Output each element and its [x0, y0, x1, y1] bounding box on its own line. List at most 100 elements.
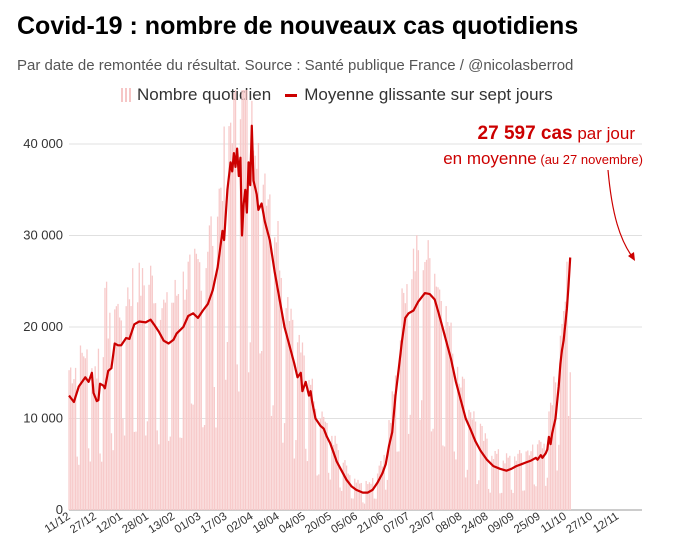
daily-bar	[79, 345, 82, 510]
daily-bar	[388, 420, 390, 510]
daily-bar	[375, 498, 377, 510]
daily-bar	[171, 302, 173, 510]
daily-bar	[342, 462, 344, 510]
annotation-line2: en moyenne (au 27 novembre)	[443, 149, 643, 168]
daily-bar	[354, 478, 356, 510]
daily-bar	[272, 405, 274, 510]
daily-bar	[207, 251, 209, 511]
daily-bar	[372, 477, 374, 510]
daily-bar	[261, 351, 263, 510]
x-tick-label: 23/07	[408, 510, 439, 536]
x-tick-label: 24/08	[460, 510, 491, 536]
daily-bar	[166, 292, 168, 510]
daily-bar	[76, 456, 78, 510]
daily-bar	[517, 453, 519, 510]
daily-bar	[282, 442, 284, 510]
chart-title: Covid-19 : nombre de nouveaux cas quotid…	[17, 12, 579, 40]
x-tick-label: 04/05	[277, 510, 308, 536]
daily-bar	[336, 443, 338, 510]
daily-bar	[105, 281, 108, 510]
daily-bar	[385, 489, 387, 510]
daily-bar	[450, 322, 452, 510]
daily-bar	[296, 342, 299, 510]
daily-bar	[411, 279, 413, 510]
daily-bar	[70, 367, 72, 510]
daily-bar	[327, 472, 330, 510]
daily-bar	[135, 431, 137, 510]
daily-bar	[249, 342, 251, 510]
daily-bar	[407, 433, 410, 510]
daily-bar	[391, 391, 393, 510]
daily-bar	[456, 366, 459, 510]
x-tick-label: 18/04	[251, 510, 282, 536]
daily-bar	[468, 409, 470, 510]
daily-bar	[89, 461, 91, 510]
daily-bar	[466, 469, 469, 510]
daily-bar	[494, 450, 496, 510]
daily-bar	[292, 319, 294, 510]
daily-bar	[228, 126, 230, 510]
daily-bar	[460, 387, 462, 510]
daily-bar	[435, 286, 438, 510]
daily-bar	[293, 458, 295, 510]
daily-bar	[305, 448, 307, 510]
daily-bar	[357, 479, 359, 510]
daily-bar	[543, 443, 545, 510]
daily-bar	[350, 498, 353, 510]
daily-bar	[358, 483, 361, 510]
daily-bar	[91, 368, 93, 510]
legend-bars-swatch	[121, 88, 131, 102]
daily-bar	[221, 201, 224, 510]
daily-bar	[536, 444, 539, 510]
daily-bar	[479, 423, 482, 510]
daily-bar	[473, 411, 475, 510]
daily-bar	[469, 412, 472, 510]
daily-bar	[92, 384, 95, 510]
daily-bar	[127, 287, 129, 510]
x-tick-label: 12/01	[94, 510, 125, 536]
daily-bar	[419, 419, 421, 510]
daily-bar	[122, 418, 124, 510]
daily-bar	[504, 463, 506, 510]
daily-bar	[486, 438, 488, 510]
grid-layer	[69, 143, 642, 511]
daily-bar	[288, 321, 291, 510]
daily-bar	[347, 473, 349, 510]
daily-bar	[355, 482, 358, 510]
x-tick-label: 12/11	[591, 510, 621, 535]
moving-average-layer	[68, 124, 572, 494]
daily-bar	[341, 490, 343, 510]
daily-bar	[241, 90, 243, 510]
daily-bar	[161, 308, 163, 510]
daily-bar	[169, 436, 171, 510]
daily-bar	[87, 448, 90, 510]
daily-bar	[549, 402, 552, 510]
daily-bar	[430, 431, 433, 510]
daily-bar	[553, 376, 555, 510]
daily-bar	[133, 431, 135, 510]
daily-bar	[455, 459, 457, 510]
daily-bar	[463, 378, 465, 510]
x-tick-label: 28/01	[120, 510, 151, 536]
daily-bar	[509, 455, 511, 510]
daily-bar	[109, 312, 111, 510]
daily-bar	[512, 492, 514, 510]
daily-bar	[270, 415, 273, 510]
daily-bar	[421, 400, 423, 510]
daily-bar	[81, 352, 83, 510]
daily-bar	[220, 187, 222, 511]
daily-bar	[532, 444, 534, 510]
daily-bar	[218, 188, 220, 511]
daily-bar	[190, 403, 193, 510]
daily-bar	[538, 440, 540, 510]
daily-bar	[300, 352, 302, 510]
daily-bar	[130, 306, 132, 510]
daily-bar	[367, 484, 369, 510]
legend-line-swatch	[285, 93, 298, 97]
daily-bar	[383, 454, 385, 510]
daily-bar	[445, 306, 447, 510]
daily-bar	[285, 308, 287, 510]
daily-bars-layer	[68, 90, 571, 511]
daily-bar	[561, 323, 563, 510]
daily-bar	[416, 235, 418, 510]
